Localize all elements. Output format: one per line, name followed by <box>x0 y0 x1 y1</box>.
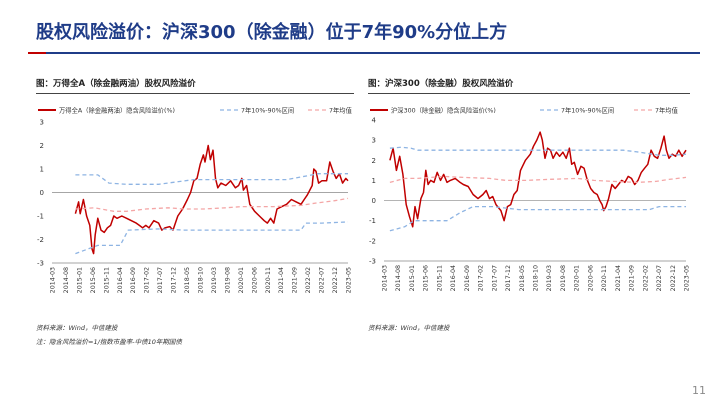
y-tick-label: 3 <box>372 137 376 145</box>
x-tick-label: 2016-09 <box>130 267 137 293</box>
series-line-band <box>389 205 686 232</box>
x-tick-label: 2021-04 <box>278 267 285 293</box>
page-number: 11 <box>692 384 706 397</box>
title-rule-accent <box>28 52 46 54</box>
x-tick-label: 2018-10 <box>533 265 540 291</box>
series-line-band <box>389 146 687 156</box>
chart-rule-left <box>36 93 354 94</box>
chart-right: 沪深300（除金融）隐含风险溢价(%) 7年10%-90%区间 7年均值 4 3 2 1 0 -… <box>369 106 691 292</box>
x-tick-label: 2020-01 <box>238 267 245 293</box>
y-tick-label: 3 <box>40 119 44 127</box>
x-tick-label: 2016-04 <box>117 267 124 293</box>
x-tick-label: 2017-12 <box>171 267 178 293</box>
x-tick-label: 2014-08 <box>63 267 70 293</box>
x-tick-label: 2015-01 <box>409 265 416 291</box>
title-rule <box>28 52 700 54</box>
chart-title-right: 图：沪深300（除金融）股权风险溢价 <box>368 79 514 89</box>
x-tick-label: 2020-06 <box>251 267 258 293</box>
chart-left: 万得全A（除金融两油）隐含风险溢价(%) 7年10%-90%区间 7年均值 3 2 1 0 -… <box>37 106 353 294</box>
series-line-average <box>389 175 687 184</box>
x-tick-label: 2022-12 <box>670 265 677 291</box>
x-tick-label: 2023-05 <box>684 265 691 291</box>
chart-rule-right <box>368 93 690 94</box>
x-tick-label: 2019-08 <box>224 267 231 293</box>
x-tick-label: 2015-01 <box>76 267 83 293</box>
x-tick-label: 2020-11 <box>601 265 608 291</box>
y-tick-label: 0 <box>40 189 44 197</box>
legend-label: 7年10%-90%区间 <box>561 106 614 115</box>
x-tick-label: 2017-07 <box>491 265 498 291</box>
y-tick-label: 0 <box>372 197 376 205</box>
series-line-premium <box>74 144 349 255</box>
source-right: 资料来源：Wind，中信建投 <box>368 324 450 332</box>
y-tick-label: -3 <box>37 260 44 268</box>
series-line-average <box>75 197 349 212</box>
y-tick-label: -2 <box>37 236 44 244</box>
x-tick-label: 2018-05 <box>519 265 526 291</box>
x-tick-label: 2021-09 <box>292 267 299 293</box>
y-tick-label: -1 <box>37 213 44 221</box>
legend-label: 沪深300（除金融）隐含风险溢价(%) <box>391 106 496 115</box>
x-tick-label: 2021-09 <box>629 265 636 291</box>
legend-label: 7年10%-90%区间 <box>241 106 294 115</box>
source-left: 资料来源：Wind，中信建投 <box>36 324 118 332</box>
x-tick-label: 2016-04 <box>450 265 457 291</box>
x-tick-label: 2023-05 <box>346 267 353 293</box>
y-tick-label: 1 <box>40 166 44 174</box>
x-tick-label: 2016-09 <box>464 265 471 291</box>
x-tick-label: 2022-07 <box>656 265 663 291</box>
note-left: 注：隐含风险溢价=1/指数市盈率-中债10年期国债 <box>36 338 182 346</box>
y-tick-label: -1 <box>369 217 376 225</box>
y-tick-label: 2 <box>372 157 376 165</box>
x-tick-label: 2015-11 <box>436 265 443 291</box>
x-tick-label: 2019-03 <box>211 267 218 293</box>
y-tick-label: -3 <box>369 258 376 266</box>
legend-label: 7年均值 <box>655 106 679 115</box>
x-tick-label: 2021-04 <box>615 265 622 291</box>
x-tick-label: 2020-11 <box>265 267 272 293</box>
series-line-band <box>75 221 349 255</box>
x-tick-label: 2022-07 <box>319 267 326 293</box>
x-tick-label: 2014-08 <box>395 265 402 291</box>
x-tick-label: 2017-02 <box>478 265 485 291</box>
y-tick-label: 2 <box>40 142 44 150</box>
x-tick-label: 2022-02 <box>642 265 649 291</box>
legend-label: 万得全A（除金融两油）隐含风险溢价(%) <box>59 106 175 115</box>
x-tick-label: 2022-02 <box>305 267 312 293</box>
x-tick-label: 2018-10 <box>198 267 205 293</box>
y-tick-label: 4 <box>372 117 377 125</box>
x-tick-label: 2017-02 <box>144 267 151 293</box>
x-tick-label: 2020-01 <box>574 265 581 291</box>
series-line-band <box>75 173 348 185</box>
x-tick-label: 2014-03 <box>382 265 389 291</box>
x-tick-label: 2015-06 <box>423 265 430 291</box>
x-tick-label: 2017-07 <box>157 267 164 293</box>
page-title: 股权风险溢价：沪深300（除金融）位于7年90%分位上方 <box>36 22 508 43</box>
x-tick-label: 2020-06 <box>587 265 594 291</box>
y-tick-label: -2 <box>369 237 376 245</box>
x-tick-label: 2019-03 <box>546 265 553 291</box>
x-tick-label: 2019-08 <box>560 265 567 291</box>
y-tick-label: 1 <box>372 177 376 185</box>
legend-label: 7年均值 <box>329 106 353 115</box>
x-tick-label: 2014-03 <box>50 267 57 293</box>
x-tick-label: 2022-12 <box>332 267 339 293</box>
series-line-premium <box>389 131 687 228</box>
x-tick-label: 2018-05 <box>184 267 191 293</box>
x-tick-label: 2015-11 <box>103 267 110 293</box>
x-tick-label: 2017-12 <box>505 265 512 291</box>
chart-title-left: 图：万得全A（除金融两油）股权风险溢价 <box>36 79 196 89</box>
x-tick-label: 2015-06 <box>90 267 97 293</box>
